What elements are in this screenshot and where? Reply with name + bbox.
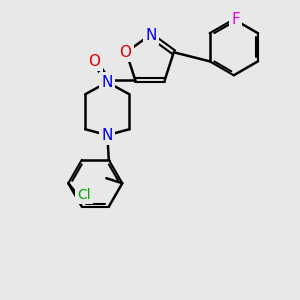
Text: N: N	[102, 75, 113, 90]
Text: O: O	[88, 54, 100, 69]
Text: O: O	[119, 45, 131, 60]
Text: N: N	[145, 28, 157, 43]
Text: F: F	[231, 12, 240, 27]
Text: N: N	[102, 128, 113, 143]
Text: Cl: Cl	[77, 188, 91, 202]
